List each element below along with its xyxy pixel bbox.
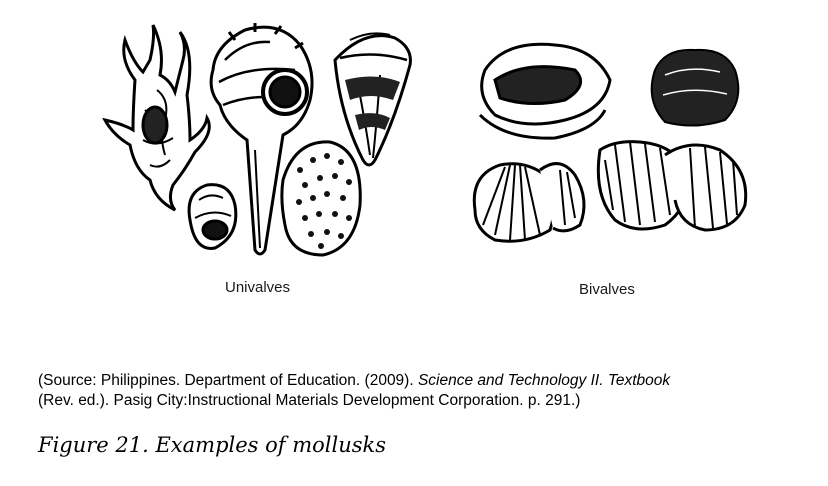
univalve-shells-image: [102, 23, 412, 257]
univalves-label: Univalves: [225, 279, 291, 296]
bivalves-label: Bivalves: [579, 281, 635, 298]
oyster-shell: [478, 42, 612, 140]
bivalves-illustration: [465, 30, 755, 255]
rough-oyster-shell: [650, 48, 740, 127]
source-line-1: (Source: Philippines. Department of Educ…: [38, 371, 670, 391]
cone-shell: [333, 32, 412, 167]
source-book-title: Science and Technology II. Textbook: [417, 372, 671, 389]
cowrie-shell: [280, 140, 362, 257]
scallop-shell: [596, 140, 748, 232]
source-line-2: (Rev. ed.). Pasig City:Instructional Mat…: [38, 392, 581, 409]
small-snail-shell: [187, 183, 238, 250]
univalves-illustration: [95, 20, 425, 275]
figure-caption: Figure 21. Examples of mollusks: [38, 433, 386, 457]
murex-shell: [209, 23, 314, 256]
spider-conch-shell: [102, 24, 211, 212]
bivalve-shells-image: [472, 42, 748, 243]
source-prefix: (Source: Philippines. Department of Educ…: [38, 372, 418, 389]
cockle-shell: [472, 162, 586, 243]
source-citation: (Source: Philippines. Department of Educ…: [38, 371, 670, 411]
